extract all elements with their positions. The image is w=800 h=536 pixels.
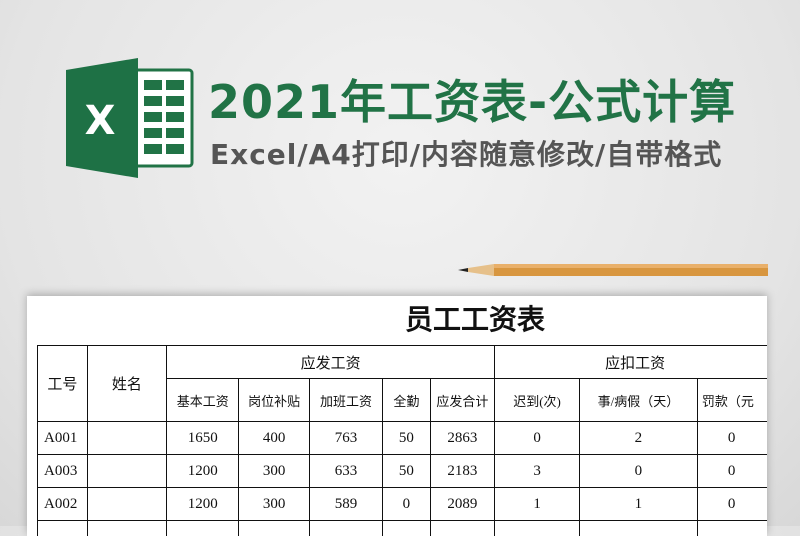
column-header: 岗位补贴 <box>239 379 309 422</box>
cell: 589 <box>309 488 382 521</box>
cell: 2089 <box>430 488 495 521</box>
excel-logo-icon: X <box>66 58 194 178</box>
table-row: A002 1200 300 589 0 2089 1 1 0 <box>38 488 768 521</box>
cell: 300 <box>239 488 309 521</box>
cell: 2183 <box>430 455 495 488</box>
cell-id: A003 <box>38 455 88 488</box>
cell: 0 <box>697 455 767 488</box>
cell: 50 <box>383 422 430 455</box>
cell: 2 <box>579 422 697 455</box>
cell-id: A002 <box>38 488 88 521</box>
cell: 0 <box>495 422 580 455</box>
page-title: 2021年工资表-公式计算 <box>208 66 736 132</box>
cell: 633 <box>309 455 382 488</box>
header-id: 工号 <box>38 346 88 422</box>
cell: 0 <box>697 488 767 521</box>
logo-letter: X <box>85 98 116 144</box>
column-header: 应发合计 <box>430 379 495 422</box>
sheet-title: 员工工资表 <box>405 298 545 338</box>
cell: 0 <box>579 455 697 488</box>
cell: 1 <box>495 488 580 521</box>
cell: 400 <box>239 422 309 455</box>
cell: 1200 <box>167 488 239 521</box>
pencil-icon <box>458 262 768 278</box>
cell-name <box>87 422 166 455</box>
cell: 3 <box>495 455 580 488</box>
cell: 763 <box>309 422 382 455</box>
cell: 0 <box>697 422 767 455</box>
cell: 1200 <box>167 455 239 488</box>
page-subtitle: Excel/A4打印/内容随意修改/自带格式 <box>210 133 722 173</box>
header-deduct: 应扣工资 <box>495 346 767 379</box>
cell: 300 <box>239 455 309 488</box>
column-header: 事/病假（天） <box>579 379 697 422</box>
column-header: 迟到(次) <box>495 379 580 422</box>
spreadsheet-preview: 员工工资表 工号 姓名 应发工资 应扣工资 基本工资 岗位补贴 加班工资 全勤 … <box>27 296 767 536</box>
cell: 1650 <box>167 422 239 455</box>
column-header: 加班工资 <box>309 379 382 422</box>
cell-name <box>87 455 166 488</box>
cell: 0 <box>383 488 430 521</box>
column-header: 基本工资 <box>167 379 239 422</box>
table-row: A001 1650 400 763 50 2863 0 2 0 <box>38 422 768 455</box>
table-row <box>38 521 768 536</box>
header-payable: 应发工资 <box>167 346 495 379</box>
cell: 1 <box>579 488 697 521</box>
cell: 50 <box>383 455 430 488</box>
salary-table: 工号 姓名 应发工资 应扣工资 基本工资 岗位补贴 加班工资 全勤 应发合计 迟… <box>37 345 767 536</box>
column-header: 罚款（元 <box>697 379 767 422</box>
table-row: A003 1200 300 633 50 2183 3 0 0 <box>38 455 768 488</box>
cell-name <box>87 488 166 521</box>
column-header: 全勤 <box>383 379 430 422</box>
cell: 2863 <box>430 422 495 455</box>
header-name: 姓名 <box>87 346 166 422</box>
cell-id: A001 <box>38 422 88 455</box>
